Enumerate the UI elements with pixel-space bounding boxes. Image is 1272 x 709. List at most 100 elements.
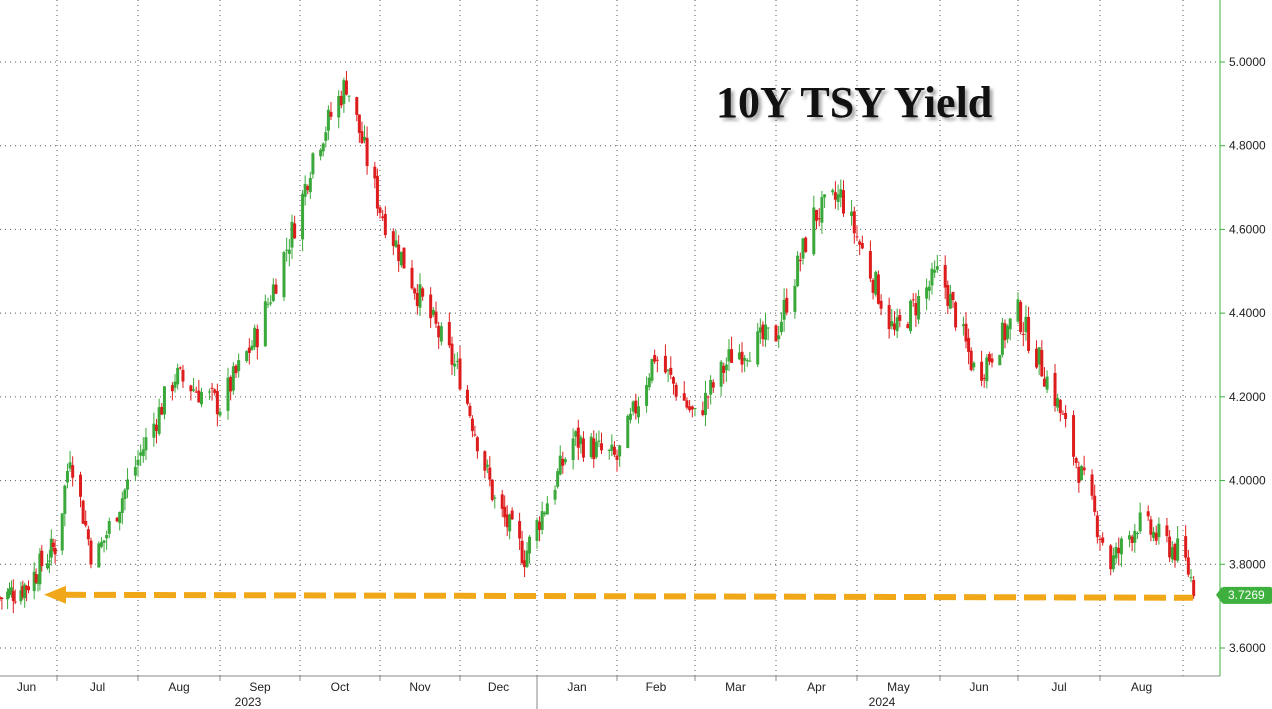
- candle: [592, 430, 595, 468]
- candle-body: [142, 449, 145, 455]
- reference-arrow-icon: [44, 586, 66, 604]
- candle: [1043, 367, 1046, 387]
- candle-body: [543, 513, 546, 515]
- candle: [874, 271, 877, 297]
- candle: [983, 374, 986, 388]
- candle: [126, 468, 129, 498]
- candle-body: [123, 490, 126, 499]
- candle: [946, 281, 949, 314]
- candle-body: [413, 288, 416, 293]
- candle-body: [63, 486, 66, 514]
- candle: [1101, 532, 1104, 545]
- candle-body: [1006, 326, 1009, 339]
- candle: [411, 260, 414, 290]
- candle: [818, 208, 821, 226]
- candle-body: [40, 551, 43, 566]
- candle: [970, 347, 973, 371]
- candle-body: [100, 542, 103, 547]
- chart-grid: [0, 0, 1220, 676]
- candle-body: [392, 231, 395, 246]
- candle: [707, 395, 710, 409]
- candle-body: [1017, 299, 1020, 321]
- candle-body: [189, 386, 192, 392]
- candle: [342, 78, 345, 113]
- candle-body: [126, 480, 129, 490]
- candle: [301, 190, 304, 251]
- candle-body: [834, 192, 837, 200]
- candle-body: [626, 416, 629, 448]
- candle: [743, 355, 746, 372]
- candle: [27, 580, 30, 593]
- candle-body: [219, 412, 222, 416]
- candle: [1027, 307, 1030, 354]
- candle: [823, 194, 826, 208]
- candle: [972, 361, 975, 371]
- candle: [227, 368, 230, 420]
- candle: [1054, 364, 1057, 412]
- candle-body: [197, 391, 200, 403]
- candle: [590, 433, 593, 459]
- candle-body: [306, 186, 309, 190]
- candle-body: [874, 272, 877, 295]
- candle-body: [158, 407, 161, 434]
- candle-body: [796, 256, 799, 286]
- candle-body: [89, 541, 92, 565]
- candle-body: [283, 252, 286, 297]
- candle-body: [245, 351, 248, 361]
- candle-body: [701, 410, 704, 415]
- candle-body: [366, 138, 369, 166]
- candle: [626, 414, 629, 448]
- candle-body: [802, 238, 805, 258]
- candle-body: [134, 467, 137, 476]
- candle: [269, 295, 272, 306]
- candle: [381, 210, 384, 221]
- candle-body: [741, 352, 744, 365]
- candle-body: [1064, 413, 1067, 419]
- candle-body: [962, 324, 965, 326]
- candle-body: [476, 437, 479, 451]
- y-tick-label: 3.6000: [1229, 641, 1266, 655]
- candle-body: [1040, 350, 1043, 376]
- candle: [71, 456, 74, 486]
- candle-body: [192, 389, 195, 391]
- candle: [61, 513, 64, 555]
- candle-body: [309, 178, 312, 192]
- candle-body: [944, 265, 947, 287]
- candle-body: [712, 382, 715, 387]
- candle: [448, 313, 451, 348]
- candle: [483, 450, 486, 478]
- candle: [216, 384, 219, 427]
- candle-body: [818, 218, 821, 219]
- candle-body: [248, 348, 251, 353]
- candle-body: [967, 338, 970, 352]
- candle-body: [648, 378, 651, 387]
- candle-body: [600, 443, 603, 450]
- candle-body: [363, 137, 366, 141]
- candle-body: [928, 287, 931, 291]
- candle: [105, 531, 108, 550]
- candle: [1096, 511, 1099, 544]
- candle: [1056, 394, 1059, 412]
- candle-body: [342, 80, 345, 104]
- candle-body: [232, 366, 235, 390]
- candle: [554, 485, 557, 504]
- candle-body: [582, 439, 585, 458]
- candle-body: [1009, 319, 1012, 330]
- candle-body: [850, 212, 853, 216]
- candle-body: [704, 393, 707, 415]
- candle-body: [709, 380, 712, 395]
- candle: [348, 96, 351, 102]
- candle-body: [629, 414, 632, 420]
- candle: [572, 428, 575, 469]
- candle-body: [896, 317, 899, 331]
- candle-body: [1038, 347, 1041, 364]
- candle-body: [667, 370, 670, 371]
- candle: [1061, 410, 1064, 414]
- candle: [358, 114, 361, 142]
- candle-body: [815, 210, 818, 221]
- candle: [144, 428, 147, 460]
- candle: [980, 351, 983, 386]
- candle: [577, 420, 580, 460]
- candle-body: [536, 520, 539, 541]
- candle-body: [1117, 548, 1120, 553]
